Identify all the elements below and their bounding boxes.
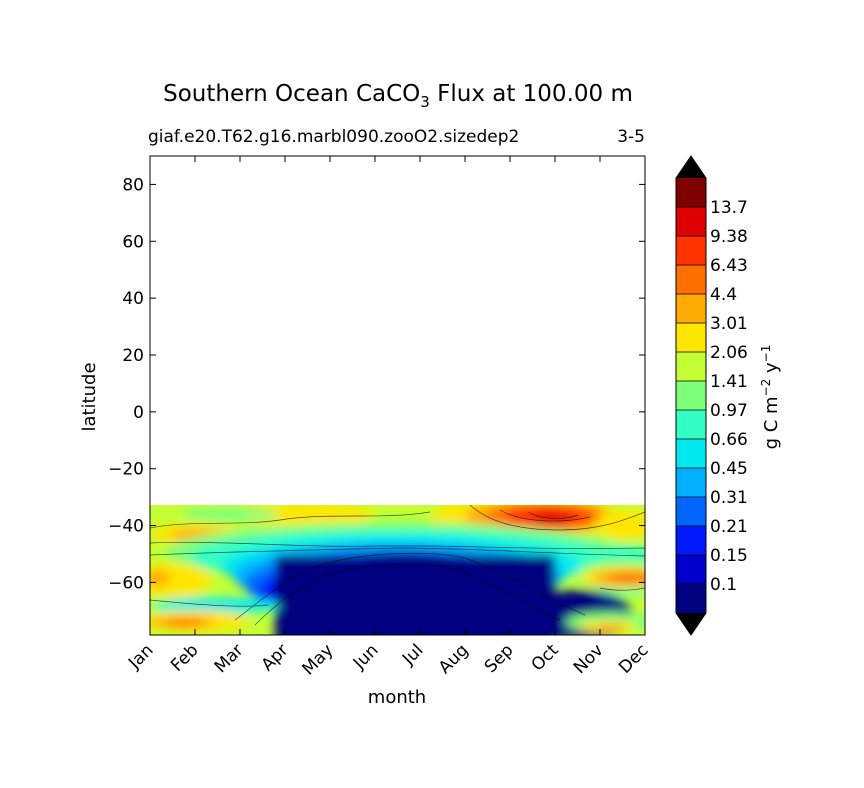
y-tick-label: 60 <box>122 232 144 252</box>
x-tick-label: Mar <box>211 640 248 677</box>
x-tick-label: Oct <box>528 640 563 675</box>
colorbar-segment <box>676 207 706 237</box>
x-tick-label: Jul <box>398 640 427 669</box>
colorbar-segment <box>676 584 706 614</box>
y-tick-label: 40 <box>122 289 144 309</box>
colorbar-segment <box>676 381 706 411</box>
x-tick-label: May <box>299 640 338 679</box>
colorbar-level-label: 9.38 <box>710 227 748 247</box>
contour-field <box>150 156 645 635</box>
colorbar-segment <box>676 468 706 498</box>
colorbar-level-label: 13.7 <box>710 198 748 218</box>
y-tick-label: 20 <box>122 346 144 366</box>
colorbar-level-label: 0.45 <box>710 459 748 479</box>
y-axis: 80 60 40 20 0 −20 −40 −60 <box>108 175 645 593</box>
x-tick-label: Sep <box>481 640 518 677</box>
colorbar-segment <box>676 555 706 585</box>
colorbar-level-label: 0.66 <box>710 430 748 450</box>
colorbar-level-label: 6.43 <box>710 256 748 276</box>
colorbar-segment <box>676 410 706 440</box>
x-tick-label: Jun <box>349 640 383 674</box>
colorbar-level-label: 0.97 <box>710 401 748 421</box>
y-tick-label: −40 <box>108 517 144 537</box>
y-tick-label: −60 <box>108 573 144 593</box>
colorbar-level-label: 1.41 <box>710 372 748 392</box>
colorbar: 0.1 0.15 0.21 0.31 0.45 0.66 0.97 1.41 2.06 3.01 4… <box>675 155 748 636</box>
colorbar-segment <box>676 294 706 324</box>
colorbar-segment <box>676 236 706 266</box>
colorbar-level-label: 0.21 <box>710 517 748 537</box>
y-tick-label: 0 <box>133 403 144 423</box>
y-tick-label: 80 <box>122 175 144 195</box>
colorbar-segment <box>676 178 706 208</box>
colorbar-under-arrow <box>676 613 706 635</box>
colorbar-frame <box>675 155 707 636</box>
x-axis-label: month <box>368 687 426 708</box>
colorbar-segment <box>676 439 706 469</box>
colorbar-level-label: 3.01 <box>710 314 748 334</box>
colorbar-level-label: 0.31 <box>710 488 748 508</box>
x-tick-label: Jan <box>124 640 157 673</box>
colorbar-level-label: 2.06 <box>710 343 748 363</box>
chart-subtitle-right: 3-5 <box>617 127 645 147</box>
x-tick-label: Dec <box>615 640 652 677</box>
x-tick-label: Aug <box>435 640 473 678</box>
colorbar-level-label: 0.15 <box>710 546 748 566</box>
colorbar-level-label: 0.1 <box>710 575 737 595</box>
colorbar-label: g C m−2 y−1 <box>759 345 782 450</box>
plot-frame <box>149 155 646 636</box>
colorbar-level-label: 4.4 <box>710 285 737 305</box>
colorbar-segment <box>676 323 706 353</box>
x-tick-label: Feb <box>167 640 202 675</box>
colorbar-over-arrow <box>676 156 706 178</box>
x-tick-label: Nov <box>570 640 608 678</box>
chart-subtitle-left: giaf.e20.T62.g16.marbl090.zooO2.sizedep2 <box>148 127 519 147</box>
colorbar-segment <box>676 526 706 556</box>
y-tick-label: −20 <box>108 460 144 480</box>
chart-title: Southern Ocean CaCO3 Flux at 100.00 m <box>163 81 633 111</box>
y-axis-label: latitude <box>79 362 100 431</box>
x-tick-label: Apr <box>258 640 293 675</box>
colorbar-segment <box>676 265 706 295</box>
colorbar-segment <box>676 352 706 382</box>
colorbar-segment <box>676 497 706 527</box>
